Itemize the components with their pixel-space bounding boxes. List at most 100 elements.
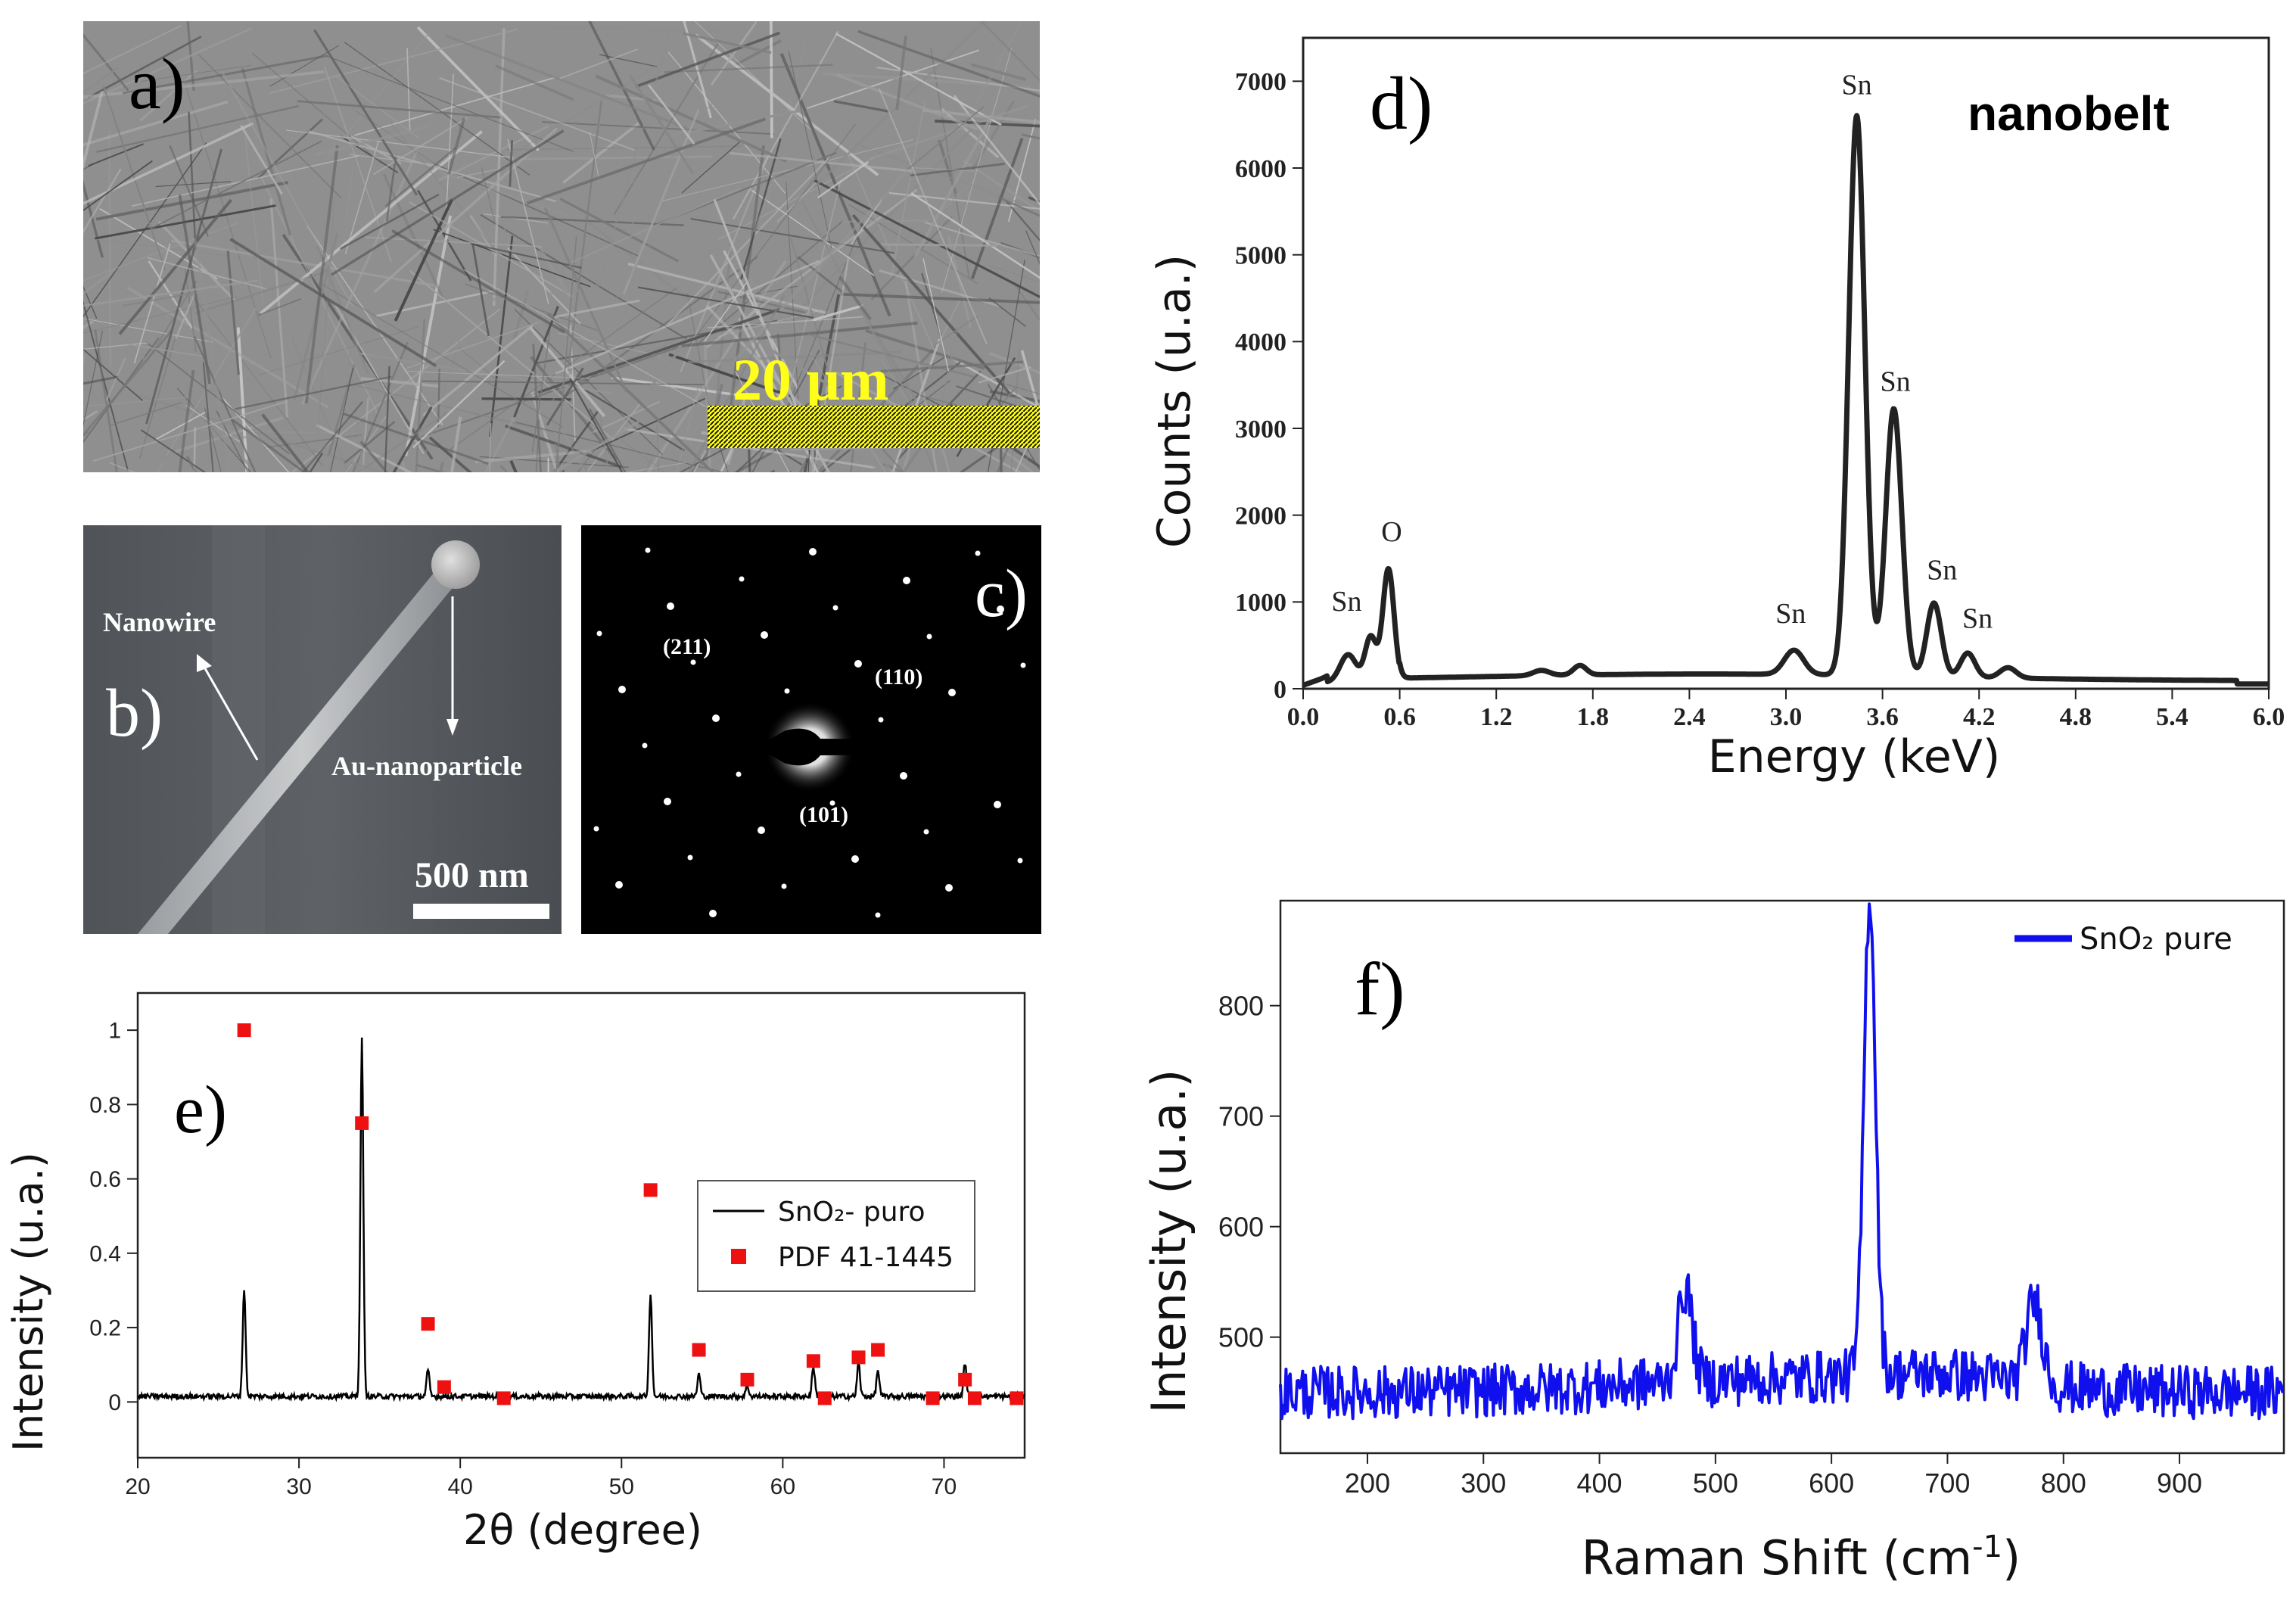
- fiber: [876, 67, 1040, 92]
- fiber: [155, 411, 206, 440]
- fiber: [474, 449, 592, 464]
- fiber: [592, 400, 660, 434]
- fiber: [428, 436, 473, 472]
- diffraction-spot: [878, 717, 884, 723]
- fiber: [83, 375, 118, 385]
- fiber: [404, 215, 453, 456]
- fiber: [914, 167, 975, 172]
- fiber: [567, 101, 602, 371]
- x-tick-label: 60: [770, 1474, 795, 1499]
- diffraction-spot: [923, 829, 929, 835]
- fiber: [83, 100, 229, 147]
- y-tick-label: 500: [1218, 1321, 1264, 1353]
- fiber: [384, 147, 457, 207]
- fiber: [372, 117, 468, 176]
- pdf-reference-marker: [421, 1317, 435, 1331]
- fiber: [560, 428, 586, 472]
- fiber: [261, 413, 310, 472]
- pdf-reference-marker: [967, 1391, 982, 1405]
- fiber: [92, 400, 288, 462]
- fiber: [244, 137, 263, 303]
- fiber: [510, 63, 661, 157]
- fiber: [733, 171, 907, 363]
- fiber: [447, 117, 466, 175]
- fiber: [327, 55, 574, 152]
- diffraction-spot: [642, 742, 648, 749]
- fiber: [463, 269, 706, 407]
- y-axis-label-d: Counts (u.a.): [1148, 254, 1201, 548]
- fiber: [979, 21, 1040, 82]
- fiber: [193, 239, 232, 472]
- fiber: [951, 357, 1040, 409]
- legend-label-pdf: PDF 41-1445: [778, 1242, 954, 1273]
- diffraction-spot: [593, 826, 599, 832]
- fiber: [83, 67, 119, 94]
- fiber: [444, 34, 691, 131]
- y-tick-label: 600: [1218, 1211, 1264, 1242]
- fiber: [504, 424, 623, 468]
- x-tick-label: 600: [1809, 1468, 1854, 1499]
- fiber: [83, 237, 234, 257]
- fiber: [495, 64, 574, 101]
- y-tick-label: 800: [1218, 990, 1264, 1021]
- y-tick-label: 0: [1274, 676, 1286, 704]
- fiber: [553, 299, 640, 319]
- y-tick-label: 0.2: [89, 1316, 121, 1341]
- diffraction-spot: [645, 547, 651, 553]
- fiber: [987, 260, 1025, 472]
- fiber: [301, 149, 418, 406]
- fiber: [419, 316, 468, 472]
- fiber: [439, 77, 635, 151]
- fiber: [260, 130, 484, 315]
- legend-label-raman: SnO₂ pure: [2080, 922, 2232, 957]
- fiber: [391, 229, 565, 334]
- fiber: [692, 450, 707, 472]
- fiber: [361, 397, 369, 472]
- fiber: [769, 21, 773, 139]
- fiber: [629, 74, 695, 175]
- fiber: [83, 91, 104, 171]
- diffraction-spot: [709, 910, 717, 917]
- fiber: [389, 121, 499, 255]
- nanowire-arrow: [201, 664, 259, 761]
- diffraction-spot: [1017, 858, 1023, 864]
- x-tick-label: 400: [1577, 1468, 1622, 1499]
- fiber: [382, 173, 446, 301]
- fiber: [297, 100, 501, 119]
- fiber: [787, 180, 842, 397]
- fiber: [422, 324, 534, 417]
- fiber: [833, 100, 889, 113]
- nanowire-shape: [138, 559, 465, 934]
- fiber: [352, 341, 409, 472]
- fiber: [788, 218, 865, 405]
- x-tick-label: 200: [1345, 1468, 1390, 1499]
- x-tick-label: 6.0: [2253, 703, 2285, 731]
- fiber: [83, 142, 207, 318]
- x-tick-label: 700: [1924, 1468, 1970, 1499]
- fiber: [347, 353, 365, 472]
- peak-annotation: Sn: [1962, 603, 1993, 635]
- fiber: [988, 297, 1027, 327]
- fiber: [96, 104, 300, 154]
- fiber: [384, 366, 390, 472]
- fiber: [559, 198, 680, 263]
- legend-f: SnO₂ pure: [2014, 922, 2232, 957]
- fiber: [409, 269, 614, 441]
- fiber: [938, 299, 961, 344]
- fiber: [555, 236, 577, 472]
- x-tick-label: 1.8: [1577, 703, 1610, 731]
- fiber: [922, 258, 949, 372]
- fiber: [190, 292, 324, 467]
- diffraction-spot: [781, 883, 787, 889]
- fiber: [812, 304, 863, 322]
- fiber: [751, 189, 875, 276]
- legend-square-swatch: [731, 1249, 746, 1264]
- fiber: [751, 349, 820, 472]
- x-tick-label: 0.0: [1287, 703, 1320, 731]
- peak-annotation: Sn: [1775, 598, 1806, 630]
- fiber: [308, 130, 557, 203]
- peak-annotation: O: [1381, 516, 1402, 548]
- fiber: [324, 66, 392, 263]
- panel-label-b: b): [106, 676, 163, 751]
- fiber: [155, 181, 232, 188]
